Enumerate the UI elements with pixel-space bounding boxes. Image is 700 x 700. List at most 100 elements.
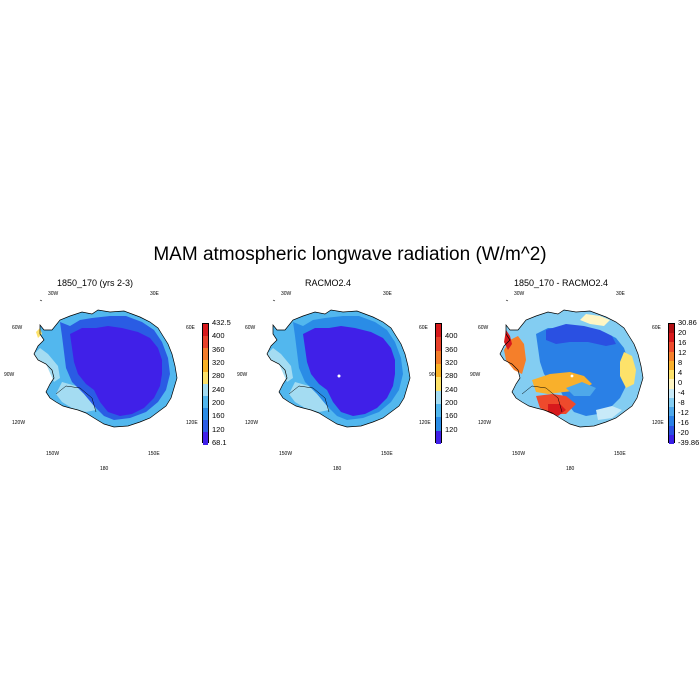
lon-label-30e: 30E — [150, 291, 159, 297]
colorbar-tick-label: 30.86 — [678, 318, 697, 327]
island-mark — [272, 299, 276, 302]
colorbar-tick-label: 360 — [212, 344, 225, 354]
colorbar-segment — [436, 390, 441, 405]
colorbar-tick-label: 0 — [678, 378, 683, 387]
colorbar-segment — [436, 430, 441, 445]
colorbar-tick-label: -8 — [678, 398, 685, 407]
ross-ice-shelf — [289, 382, 329, 412]
colorbar-tick-label: -12 — [678, 408, 689, 417]
colorbar-tick-label: 120 — [445, 424, 458, 434]
colorbar-segment — [669, 416, 674, 427]
lon-label-60e: 60E — [419, 325, 428, 331]
colorbar-tick-label: 200 — [212, 398, 225, 407]
colorbar-tick-label: -4 — [678, 388, 685, 397]
lon-label-60w: 60W — [12, 325, 23, 331]
lon-label-30w: 30W — [514, 291, 525, 297]
antarctica-map-difference — [499, 299, 644, 428]
lon-label-30w: 30W — [281, 291, 292, 297]
colorbar-segment — [669, 434, 674, 445]
lon-label-90w: 90W — [237, 372, 248, 378]
colorbar-tick-label: 240 — [445, 384, 458, 394]
coastline — [266, 309, 411, 428]
colorbar-tick-label: 120 — [212, 424, 225, 434]
colorbar-segment — [203, 372, 208, 385]
colorbar-tick-label: 280 — [212, 371, 225, 381]
colorbar-segment — [203, 396, 208, 409]
lon-label-150w: 150W — [512, 451, 526, 457]
colorbar-segment — [203, 360, 208, 373]
lon-label-120w: 120W — [478, 420, 492, 426]
lon-label-90w: 90W — [4, 372, 15, 378]
island-mark — [39, 299, 43, 302]
colorbar-tick-label: 4 — [678, 368, 683, 377]
lon-label-30e: 30E — [616, 291, 625, 297]
colorbar-tick-label: -16 — [678, 418, 689, 427]
diff-plateau — [536, 326, 628, 416]
east-antarctic-plateau — [70, 326, 162, 416]
panel-model: 1850_170 (yrs 2-3) 30W 30E 60W 60E 90W 1… — [0, 270, 233, 472]
lon-label-90w: 90W — [470, 372, 481, 378]
diff-peninsula-hot — [504, 330, 512, 350]
figure-title: MAM atmospheric longwave radiation (W/m^… — [153, 244, 547, 265]
colorbar-segment — [436, 364, 441, 378]
colorbar-tick-label: 8 — [678, 358, 683, 367]
grounding-line — [55, 385, 97, 413]
colorbar-segment — [203, 348, 208, 361]
lon-label-120e: 120E — [419, 420, 431, 426]
panel-title: 1850_170 - RACMO2.4 — [513, 278, 609, 288]
colorbar-segment — [203, 408, 208, 421]
colorbar-tick-label: 200 — [445, 398, 458, 407]
colorbar-tick-label: -39.86 — [678, 438, 700, 447]
grounding-line — [521, 385, 563, 413]
diff-north-coast — [580, 314, 610, 326]
diff-south-coast — [596, 406, 622, 420]
colorbar-tick-label: 400 — [212, 331, 225, 341]
colorbar-segment — [669, 370, 674, 380]
colorbar-segment — [436, 404, 441, 418]
grounding-line — [288, 385, 330, 413]
diff-central-cool — [566, 382, 596, 396]
lon-label-150e: 150E — [381, 451, 393, 457]
lon-label-150e: 150E — [148, 451, 160, 457]
colorbar-tick-label: 240 — [212, 384, 225, 394]
colorbar-tick-label: 280 — [445, 371, 458, 381]
colorbar-segment — [203, 384, 208, 397]
colorbar-tick-label: 20 — [678, 328, 687, 337]
panel-title: RACMO2.4 — [304, 278, 351, 288]
colorbar-tick-label: 16 — [678, 338, 687, 347]
lon-label-60w: 60W — [245, 325, 256, 331]
coastline — [33, 309, 178, 428]
colorbar-tick-label: 360 — [445, 344, 458, 354]
colorbar-segment — [669, 397, 674, 408]
colorbar-tick-label: 68.1 — [212, 438, 227, 447]
colorbar-segment — [669, 379, 674, 390]
lon-label-120w: 120W — [12, 420, 26, 426]
colorbar-segment — [669, 351, 674, 362]
lon-label-90e: 90E — [429, 372, 438, 378]
coastline — [499, 309, 644, 428]
colorbar-tick-label: 160 — [445, 411, 458, 421]
lon-label-150w: 150W — [46, 451, 60, 457]
antarctica-map-racmo — [266, 299, 411, 428]
peninsula-tip — [36, 328, 42, 338]
colorbar-tick-label: 12 — [678, 348, 687, 357]
colorbar-segment — [203, 336, 208, 349]
colorbar — [202, 323, 209, 445]
colorbar-segment — [669, 388, 674, 399]
colorbar-segment — [669, 425, 674, 436]
colorbar-segment — [669, 333, 674, 343]
colorbar-segment — [203, 324, 208, 337]
lon-label-60e: 60E — [186, 325, 195, 331]
colorbar-tick-label: 400 — [445, 331, 458, 341]
diff-east-coast-warm — [620, 352, 636, 388]
lon-label-120w: 120W — [245, 420, 259, 426]
data-gap-marker — [337, 374, 341, 378]
lon-label-120e: 120E — [186, 420, 198, 426]
lon-label-30e: 30E — [383, 291, 392, 297]
lon-label-60w: 60W — [478, 325, 489, 331]
colorbar-segment — [669, 360, 674, 371]
colorbar-segment — [436, 324, 441, 338]
lon-label-150e: 150E — [614, 451, 626, 457]
panel-title: 1850_170 (yrs 2-3) — [56, 278, 134, 288]
colorbar-tick-label: 160 — [212, 411, 225, 421]
